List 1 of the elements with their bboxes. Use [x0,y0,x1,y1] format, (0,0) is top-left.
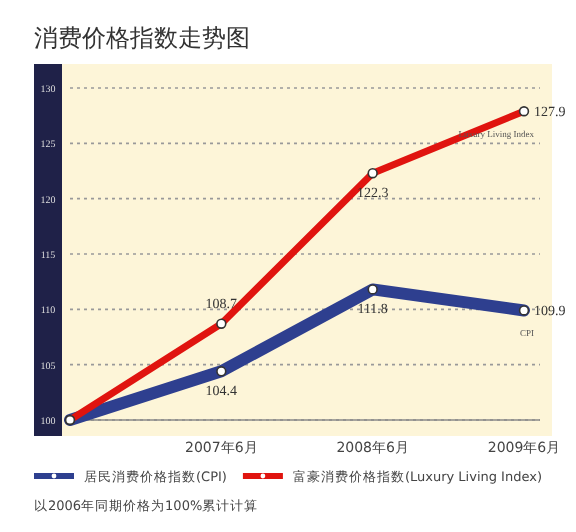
chart-title: 消费价格指数走势图 [34,24,250,52]
